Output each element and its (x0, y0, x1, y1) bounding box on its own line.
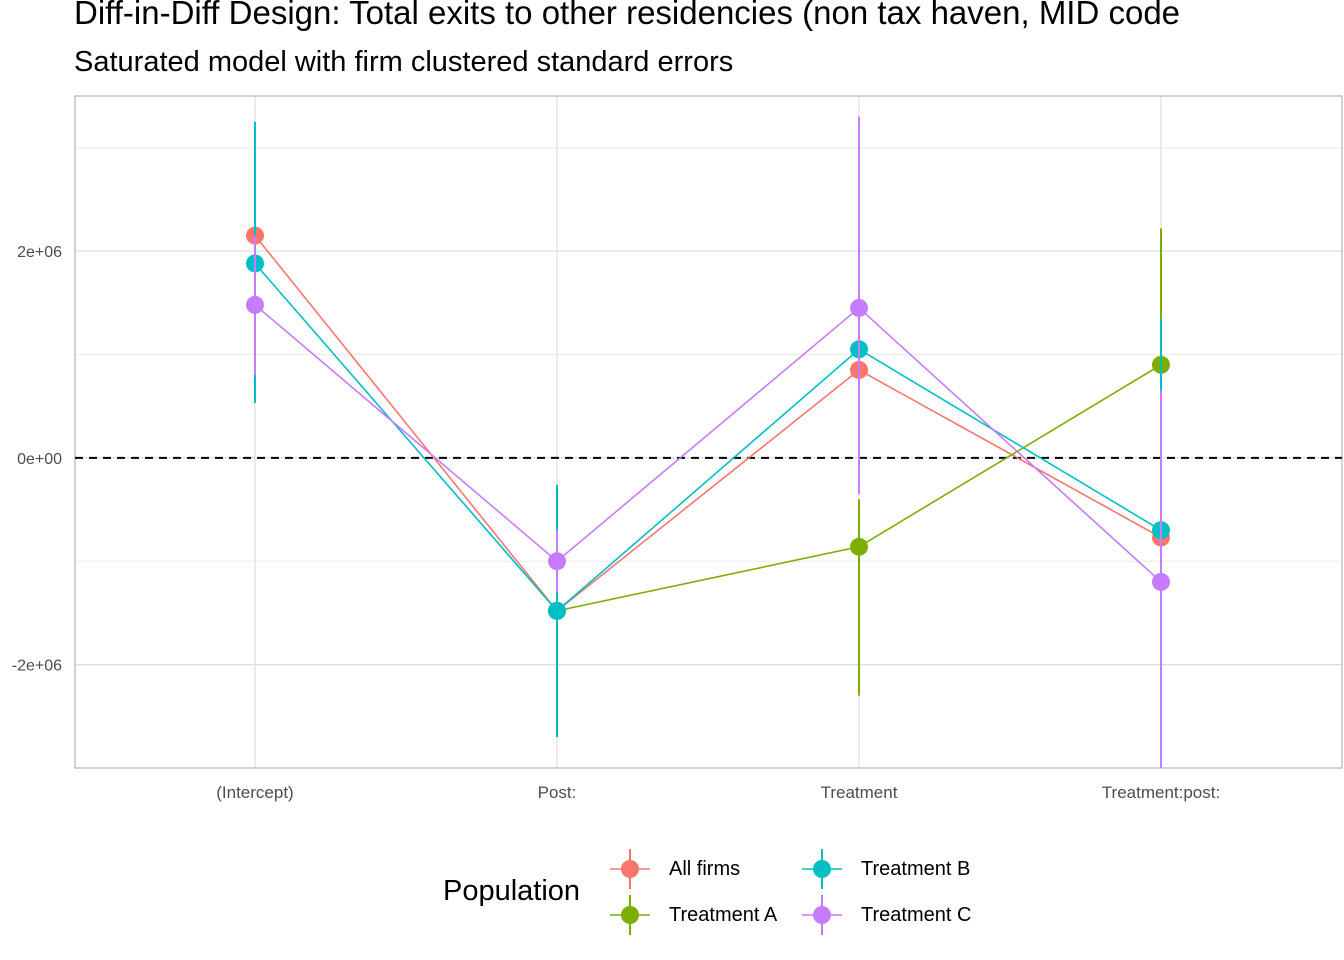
series-treatment-b (246, 121, 1170, 737)
data-point (850, 298, 868, 317)
series-layer (246, 116, 1170, 768)
legend-label: All firms (669, 858, 741, 880)
legend-title: Population (443, 875, 581, 907)
legend-label: Treatment B (861, 858, 971, 880)
series-line (254, 235, 1162, 612)
data-point (1152, 572, 1170, 591)
legend-label: Treatment A (669, 904, 778, 926)
data-point (548, 601, 566, 620)
data-point (246, 295, 264, 314)
legend-key-point (813, 860, 831, 878)
legend-key-all-firms (610, 849, 650, 889)
data-point (850, 537, 868, 556)
legend-key-treatment-a (610, 895, 650, 935)
legend-key-point (621, 860, 639, 878)
grid-layer (74, 95, 1343, 769)
chart-subtitle: Saturated model with firm clustered stan… (74, 46, 734, 78)
legend-key-point (813, 906, 831, 924)
y-tick-label: -2e+06 (12, 658, 62, 675)
x-tick-label: (Intercept) (216, 783, 293, 802)
series-all-firms (246, 121, 1170, 681)
data-point (548, 552, 566, 571)
legend-key-treatment-c (802, 895, 842, 935)
x-tick-label: Treatment (821, 783, 898, 802)
series-treatment-c (246, 116, 1170, 768)
legend-key-point (621, 906, 639, 924)
plot-area: -2e+06 0e+00 2e+06 (Intercept) Post: Treatmen… (12, 95, 1343, 802)
legend: Population All firms Treatment A Treatment… (440, 845, 1040, 945)
panel-border (74, 95, 1343, 769)
legend-key-treatment-b (802, 849, 842, 889)
x-tick-label: Post: (538, 783, 577, 802)
legend-label: Treatment C (861, 904, 972, 926)
chart-title: Diff-in-Diff Design: Total exits to othe… (74, 0, 1181, 31)
y-tick-label: 2e+06 (17, 244, 62, 261)
y-tick-label: 0e+00 (17, 451, 62, 468)
series-line (254, 262, 1162, 612)
x-tick-label: Treatment:post: (1102, 783, 1220, 802)
axis-layer: -2e+06 0e+00 2e+06 (Intercept) Post: Treatmen… (12, 244, 1220, 802)
series-line (254, 304, 1162, 583)
